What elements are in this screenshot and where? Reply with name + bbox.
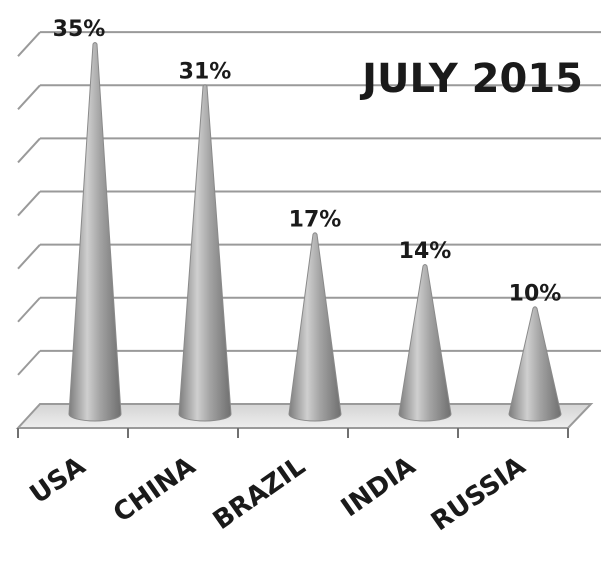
gridline-side (17, 190, 41, 217)
gridline-side (17, 84, 41, 110)
gridline-side (17, 137, 41, 164)
category-label: INDIA (336, 451, 421, 523)
cone-shape (288, 232, 342, 422)
gridlines (17, 31, 601, 376)
cone-shape (68, 42, 122, 422)
bar-india (398, 264, 452, 422)
gridline-side (17, 31, 41, 57)
bar-russia (508, 306, 562, 422)
category-label: USA (25, 451, 91, 510)
bar-brazil (288, 232, 342, 422)
data-labels: 35% 31% 17% 14% 10% (53, 17, 562, 306)
gridline-side (17, 297, 41, 323)
data-label: 10% (509, 281, 562, 306)
chart-title: JULY 2015 (359, 56, 583, 102)
cone-shape (508, 306, 562, 422)
data-label: 35% (53, 17, 106, 42)
bar-usa (68, 42, 122, 422)
cone-shape (398, 264, 452, 422)
gridline-side (17, 243, 41, 270)
category-label: CHINA (108, 451, 201, 529)
data-label: 31% (179, 59, 232, 84)
cone-shape (178, 84, 232, 422)
gridline-side (17, 350, 41, 376)
category-label: BRAZIL (208, 451, 311, 536)
bar-china (178, 84, 232, 422)
category-label: RUSSIA (426, 451, 531, 537)
category-labels: USA CHINA BRAZIL INDIA RUSSIA (25, 451, 531, 537)
data-label: 17% (289, 207, 342, 232)
bars (68, 42, 562, 422)
data-label: 14% (399, 239, 452, 264)
